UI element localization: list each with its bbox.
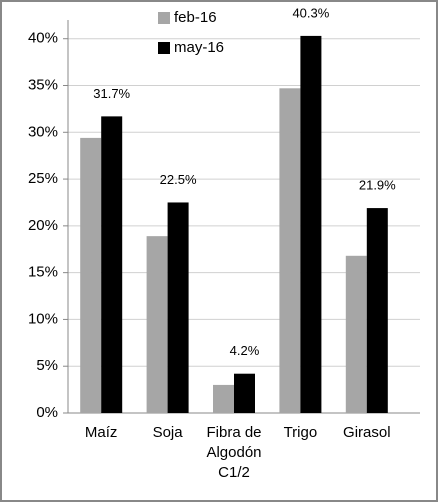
- y-tick-label: 30%: [28, 123, 58, 140]
- value-label: 31.7%: [93, 86, 130, 101]
- value-label: 21.9%: [359, 178, 396, 193]
- value-label: 22.5%: [160, 172, 197, 187]
- x-tick-label: Girasol: [343, 424, 391, 441]
- x-tick-label-box: Trigo: [283, 424, 318, 441]
- legend-swatch: [158, 42, 170, 54]
- legend-label: feb-16: [174, 9, 217, 26]
- bar: [345, 255, 367, 413]
- bar: [300, 35, 322, 414]
- y-tick-label: 20%: [28, 217, 58, 234]
- y-tick-label: 5%: [36, 357, 58, 374]
- x-tick-label: Maíz: [84, 424, 118, 441]
- bar: [366, 208, 388, 413]
- x-tick-label: Fibra de Algodón C1/2: [206, 424, 262, 481]
- legend-label: may-16: [174, 39, 224, 56]
- bar: [213, 384, 234, 413]
- x-tick-label-box: Girasol: [343, 424, 391, 441]
- x-tick-label-box: Maíz: [84, 424, 118, 441]
- y-tick-label: 10%: [28, 310, 58, 327]
- y-tick-label: 25%: [28, 170, 58, 187]
- y-tick-label: 40%: [28, 30, 58, 47]
- bar: [279, 88, 301, 414]
- x-tick-label: Trigo: [283, 424, 318, 441]
- legend-swatch: [158, 12, 170, 24]
- bar: [80, 137, 102, 413]
- x-tick-label: Soja: [152, 424, 183, 441]
- y-tick-label: 0%: [36, 404, 58, 421]
- bar: [234, 373, 255, 413]
- value-label: 4.2%: [230, 343, 260, 358]
- bar: [146, 236, 168, 413]
- bar: [167, 202, 189, 413]
- y-tick-label: 35%: [28, 76, 58, 93]
- x-tick-label-box: Soja: [152, 424, 183, 441]
- value-label: 40.3%: [292, 5, 329, 20]
- x-tick-label-box: Fibra de Algodón C1/2: [206, 424, 262, 481]
- y-tick-label: 15%: [28, 264, 58, 281]
- bar: [101, 116, 123, 413]
